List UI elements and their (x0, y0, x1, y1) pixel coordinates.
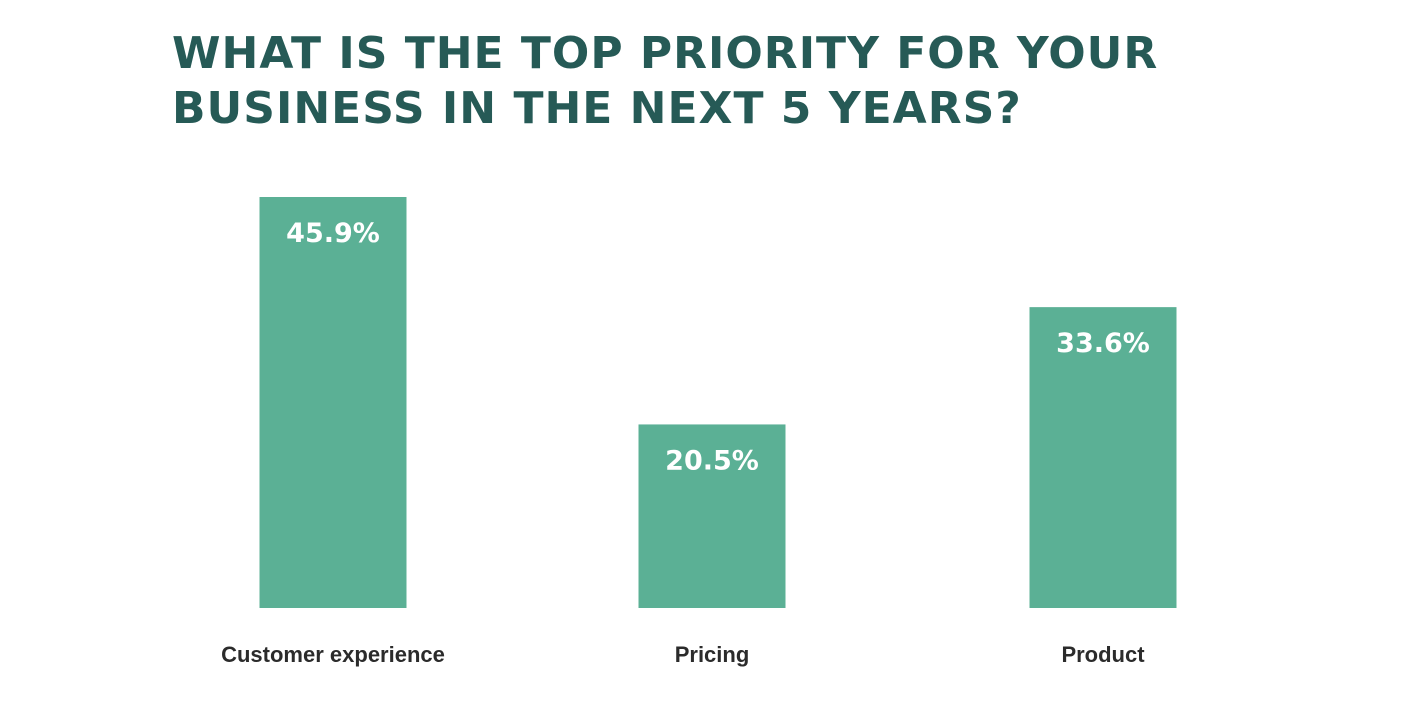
category-label: Customer experience (221, 642, 445, 667)
bar-customer-experience (259, 197, 407, 608)
chart-title-line-2: BUSINESS IN THE NEXT 5 YEARS? (172, 83, 1022, 134)
bar-pricing (638, 424, 786, 608)
category-label: Pricing (675, 642, 750, 667)
bar-value-label: 45.9% (286, 218, 380, 249)
bar-value-label: 33.6% (1056, 328, 1150, 359)
bar-product (1029, 307, 1177, 608)
chart-title-line-1: WHAT IS THE TOP PRIORITY FOR YOUR (172, 28, 1159, 79)
category-labels-group: Customer experience Pricing Product (221, 642, 1145, 667)
bar-value-label: 20.5% (665, 445, 759, 476)
bars-group: 45.9% 20.5% 33.6% (259, 197, 1177, 608)
category-label: Product (1061, 642, 1145, 667)
chart-title: WHAT IS THE TOP PRIORITY FOR YOUR BUSINE… (172, 26, 1172, 136)
